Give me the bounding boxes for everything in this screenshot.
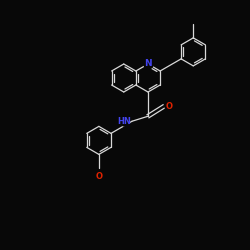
Point — [167, 104, 171, 108]
Point — [122, 119, 126, 123]
Text: HN: HN — [117, 117, 131, 126]
Text: O: O — [166, 102, 172, 111]
Text: N: N — [144, 60, 152, 68]
Text: O: O — [96, 172, 102, 181]
Point — [97, 174, 101, 178]
Point — [146, 62, 150, 66]
